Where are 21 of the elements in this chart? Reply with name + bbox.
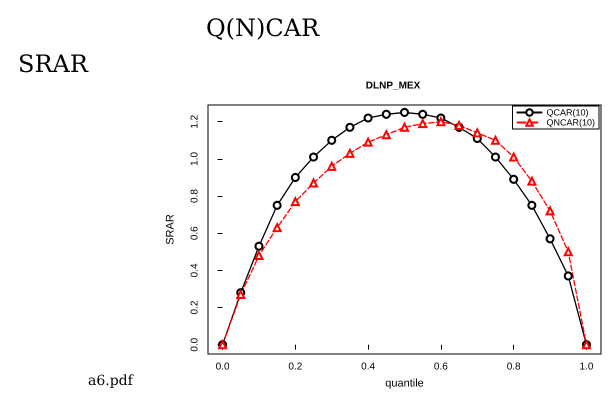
y-tick-label: 0.4 xyxy=(190,262,200,278)
legend-label: QNCAR(10) xyxy=(546,118,596,128)
x-tick-label: 0.4 xyxy=(361,362,376,372)
x-tick-label: 0.6 xyxy=(434,362,448,372)
x-axis-title: quantile xyxy=(385,378,424,390)
y-tick-label: 1.0 xyxy=(190,152,200,166)
text: a6.pdf xyxy=(88,373,135,389)
y-tick-label: 0.8 xyxy=(190,188,200,204)
legend-label: QCAR(10) xyxy=(546,108,589,118)
x-tick-label: 1.0 xyxy=(579,362,594,372)
x-tick-label: 0.8 xyxy=(506,362,522,372)
y-tick-label: 1.2 xyxy=(190,114,200,129)
y-tick-label: 0.6 xyxy=(190,226,200,240)
x-tick-label: 0.2 xyxy=(288,362,303,372)
y-tick-label: 0.0 xyxy=(190,337,200,352)
text: SRAR xyxy=(18,50,89,78)
chart-title: DLNP_MEX xyxy=(366,80,421,92)
y-tick-label: 0.2 xyxy=(190,300,200,314)
x-tick-label: 0.0 xyxy=(216,362,230,372)
text: Q(N)CAR xyxy=(206,14,320,42)
y-axis-title: SRAR xyxy=(164,214,176,245)
